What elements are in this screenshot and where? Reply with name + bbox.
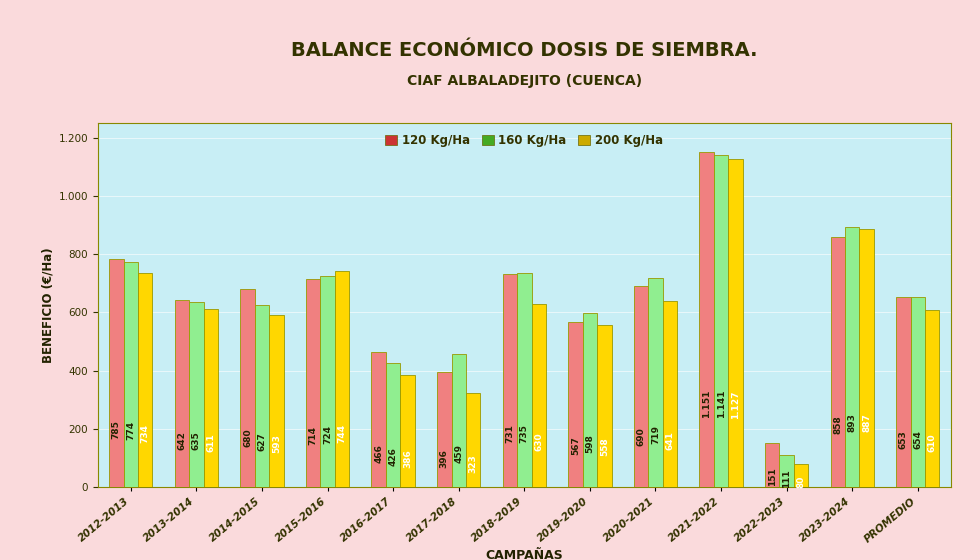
Bar [204, 309, 218, 487]
Text: 714: 714 [309, 426, 318, 445]
Legend: 120 Kg/Ha, 160 Kg/Ha, 200 Kg/Ha: 120 Kg/Ha, 160 Kg/Ha, 200 Kg/Ha [381, 129, 667, 152]
Text: 111: 111 [782, 470, 791, 488]
Text: 680: 680 [243, 428, 252, 447]
Bar [270, 315, 283, 487]
Bar [386, 363, 401, 487]
Text: 558: 558 [600, 437, 609, 456]
Bar [517, 273, 531, 487]
Bar [662, 301, 677, 487]
Bar [320, 277, 335, 487]
Bar [335, 270, 349, 487]
Text: 785: 785 [112, 421, 121, 440]
Bar [503, 274, 517, 487]
Text: 887: 887 [862, 413, 871, 432]
Text: 627: 627 [258, 432, 267, 451]
Text: 80: 80 [797, 475, 806, 488]
Text: 151: 151 [767, 467, 777, 486]
Text: 724: 724 [323, 425, 332, 444]
Bar [174, 300, 189, 487]
Text: 1.151: 1.151 [702, 389, 711, 418]
Text: 744: 744 [337, 423, 347, 442]
Bar [831, 237, 845, 487]
Bar [583, 313, 597, 487]
Text: 734: 734 [141, 424, 150, 444]
Bar [401, 375, 415, 487]
Text: 654: 654 [913, 430, 922, 449]
Bar [845, 227, 859, 487]
Bar [765, 443, 779, 487]
Bar [452, 353, 466, 487]
Bar [910, 297, 925, 487]
Text: 466: 466 [374, 444, 383, 463]
Bar [255, 305, 270, 487]
Bar [437, 372, 452, 487]
Text: 396: 396 [440, 449, 449, 468]
Text: 635: 635 [192, 432, 201, 450]
Text: BALANCE ECONÓMICO DOSIS DE SIEMBRA.: BALANCE ECONÓMICO DOSIS DE SIEMBRA. [291, 41, 758, 60]
Bar [728, 159, 743, 487]
Bar [794, 464, 808, 487]
Bar [779, 455, 794, 487]
Text: 774: 774 [126, 421, 135, 440]
Text: 426: 426 [389, 447, 398, 465]
Bar [597, 325, 612, 487]
Bar [700, 152, 713, 487]
X-axis label: CAMPAÑAS: CAMPAÑAS [485, 549, 564, 560]
Text: 459: 459 [454, 444, 464, 463]
Bar [466, 393, 480, 487]
Y-axis label: BENEFICIO (€/Ha): BENEFICIO (€/Ha) [41, 248, 55, 363]
Text: 598: 598 [585, 434, 595, 453]
Text: 735: 735 [519, 424, 529, 443]
Text: 1.141: 1.141 [716, 390, 725, 418]
Text: 386: 386 [403, 450, 412, 469]
Text: 610: 610 [928, 433, 937, 452]
Text: 690: 690 [637, 428, 646, 446]
Text: 719: 719 [651, 426, 660, 444]
Bar [531, 304, 546, 487]
Bar [634, 286, 648, 487]
Bar [240, 289, 255, 487]
Text: 642: 642 [177, 431, 186, 450]
Bar [859, 229, 874, 487]
Bar [896, 297, 910, 487]
Text: 611: 611 [207, 433, 216, 452]
Text: 593: 593 [271, 435, 281, 454]
Text: 858: 858 [833, 416, 842, 434]
Bar [109, 259, 123, 487]
Bar [713, 155, 728, 487]
Text: 630: 630 [534, 432, 543, 451]
Text: 731: 731 [506, 424, 514, 444]
Bar [123, 262, 138, 487]
Bar [925, 310, 940, 487]
Bar [306, 279, 320, 487]
Bar [138, 273, 153, 487]
Bar [568, 322, 583, 487]
Bar [189, 302, 204, 487]
Text: 893: 893 [848, 413, 857, 432]
Text: CIAF ALBALADEJITO (CUENCA): CIAF ALBALADEJITO (CUENCA) [407, 74, 642, 88]
Text: 653: 653 [899, 430, 907, 449]
Bar [648, 278, 662, 487]
Text: 1.127: 1.127 [731, 391, 740, 419]
Bar [371, 352, 386, 487]
Text: 323: 323 [468, 454, 477, 473]
Text: 641: 641 [665, 431, 674, 450]
Text: 567: 567 [571, 436, 580, 455]
